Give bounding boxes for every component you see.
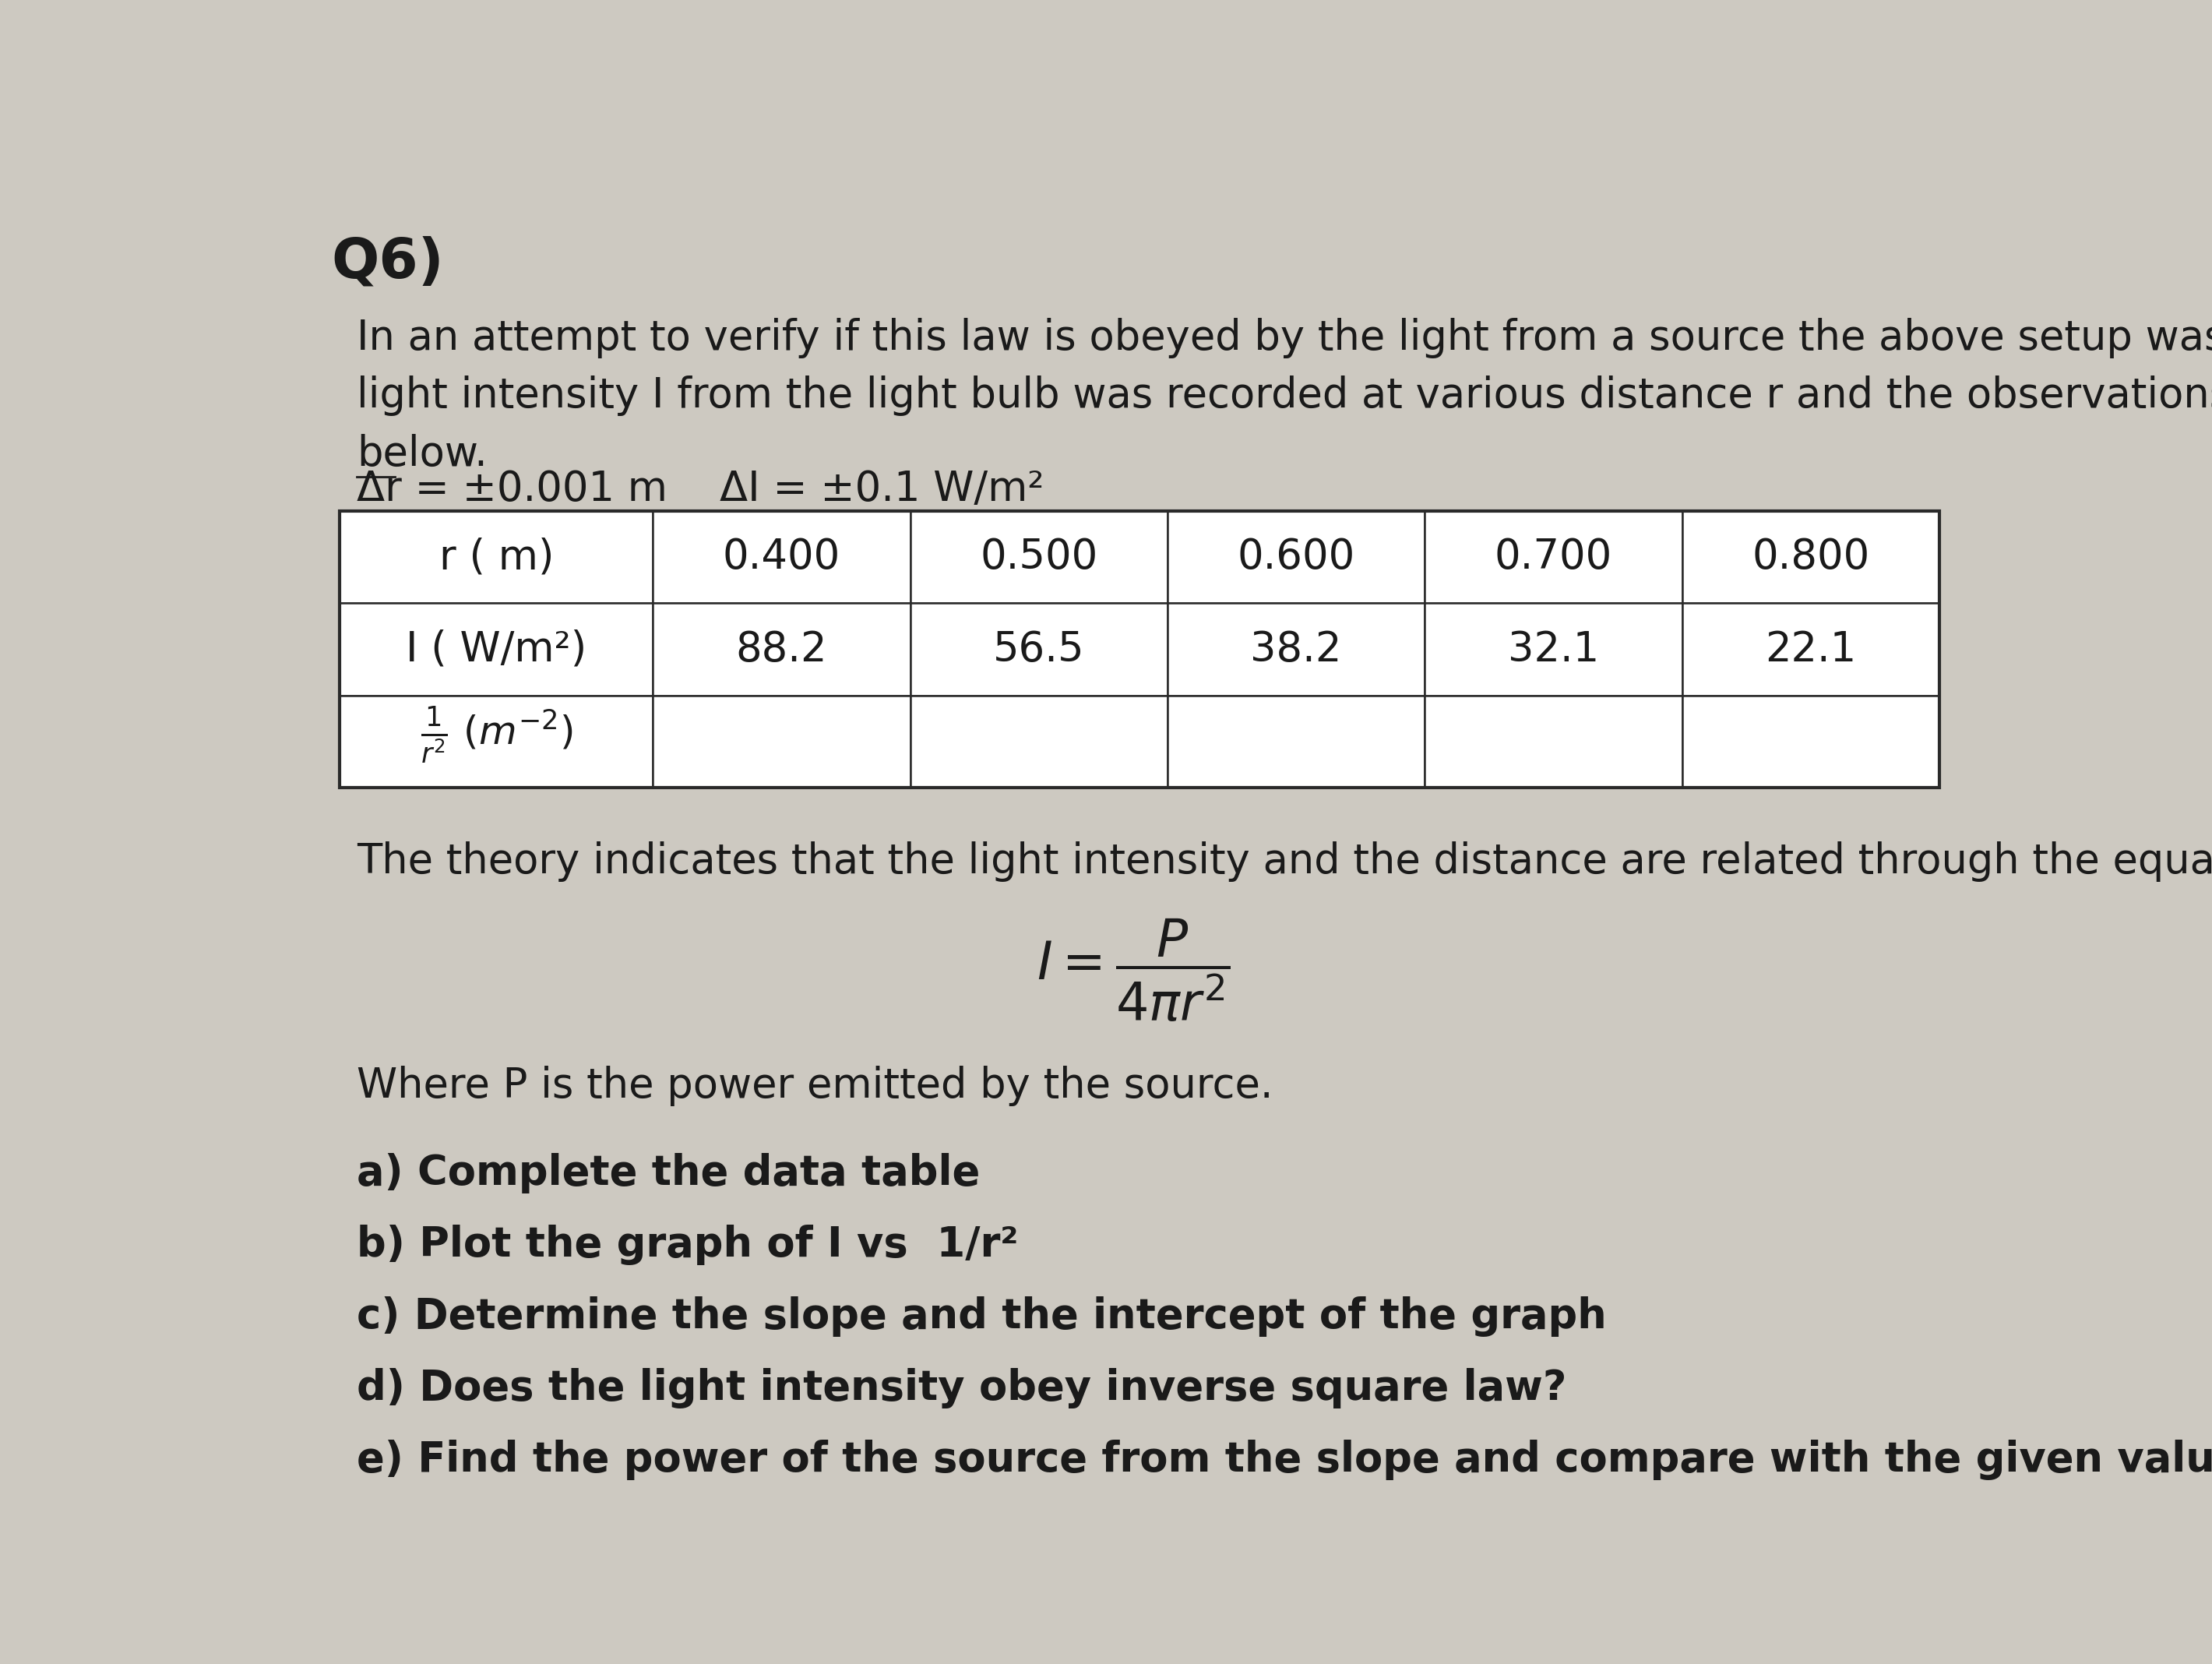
Text: Where P is the power emitted by the source.: Where P is the power emitted by the sour…	[356, 1067, 1274, 1107]
Bar	[909, 511, 1168, 604]
Text: b) Plot the graph of I vs  1/r²: b) Plot the graph of I vs 1/r²	[356, 1225, 1020, 1265]
Text: In an attempt to verify if this law is obeyed by the light from a source the abo: In an attempt to verify if this law is o…	[356, 318, 2212, 474]
Bar	[1681, 696, 1940, 787]
Text: 56.5: 56.5	[993, 629, 1084, 669]
Bar	[1681, 604, 1940, 696]
Text: I ( W/m²): I ( W/m²)	[407, 629, 586, 669]
Text: e) Find the power of the source from the slope and compare with the given value : e) Find the power of the source from the…	[356, 1439, 2212, 1481]
Bar	[341, 604, 653, 696]
Bar	[341, 511, 1940, 787]
Text: $\frac{1}{r^2}$ $(m^{-2})$: $\frac{1}{r^2}$ $(m^{-2})$	[420, 706, 573, 765]
Text: 0.800: 0.800	[1752, 537, 1869, 577]
Bar	[909, 604, 1168, 696]
Text: d) Does the light intensity obey inverse square law?: d) Does the light intensity obey inverse…	[356, 1368, 1566, 1409]
Bar	[653, 604, 909, 696]
Text: r ( m): r ( m)	[438, 537, 553, 577]
Text: 38.2: 38.2	[1250, 629, 1343, 669]
Bar	[1168, 696, 1425, 787]
Text: The theory indicates that the light intensity and the distance are related throu: The theory indicates that the light inte…	[356, 842, 2212, 882]
Text: c) Determine the slope and the intercept of the graph: c) Determine the slope and the intercept…	[356, 1296, 1606, 1336]
Text: a) Complete the data table: a) Complete the data table	[356, 1153, 980, 1193]
Text: 0.700: 0.700	[1495, 537, 1613, 577]
Bar	[909, 696, 1168, 787]
Text: 0.500: 0.500	[980, 537, 1097, 577]
Bar	[653, 511, 909, 604]
Bar	[1681, 511, 1940, 604]
Bar	[1168, 511, 1425, 604]
Text: Q6): Q6)	[332, 236, 445, 290]
Bar	[1425, 696, 1681, 787]
Bar	[653, 696, 909, 787]
Text: 32.1: 32.1	[1509, 629, 1599, 669]
Text: 88.2: 88.2	[737, 629, 827, 669]
Bar	[341, 511, 653, 604]
Text: 0.400: 0.400	[723, 537, 841, 577]
Text: Δr = ±0.001 m    ΔI = ±0.1 W/m²: Δr = ±0.001 m ΔI = ±0.1 W/m²	[356, 469, 1044, 509]
Bar	[1425, 604, 1681, 696]
Text: 22.1: 22.1	[1765, 629, 1856, 669]
Bar	[1425, 511, 1681, 604]
Bar	[341, 696, 653, 787]
Text: $I = \dfrac{P}{4\pi r^2}$: $I = \dfrac{P}{4\pi r^2}$	[1037, 917, 1230, 1023]
Text: 0.600: 0.600	[1237, 537, 1356, 577]
Bar	[1168, 604, 1425, 696]
